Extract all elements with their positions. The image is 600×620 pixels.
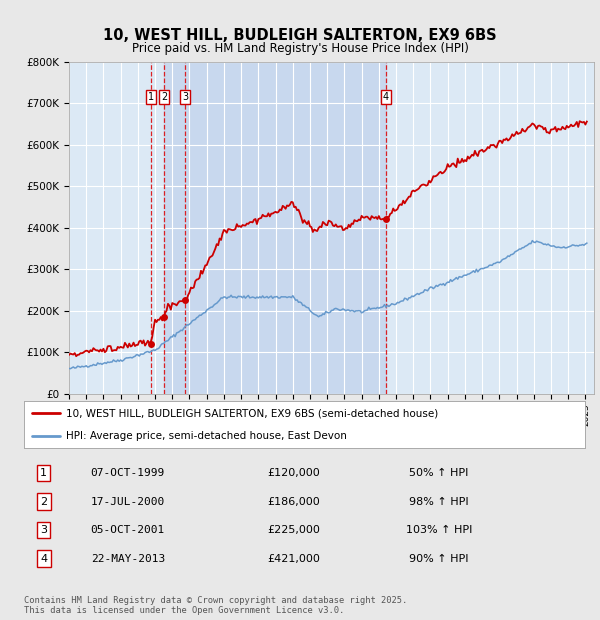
Text: 17-JUL-2000: 17-JUL-2000 (91, 497, 165, 507)
Text: 4: 4 (40, 554, 47, 564)
Text: 2: 2 (40, 497, 47, 507)
Text: HPI: Average price, semi-detached house, East Devon: HPI: Average price, semi-detached house,… (66, 430, 347, 441)
Text: 103% ↑ HPI: 103% ↑ HPI (406, 525, 472, 535)
Text: 3: 3 (182, 92, 188, 102)
Text: 10, WEST HILL, BUDLEIGH SALTERTON, EX9 6BS (semi-detached house): 10, WEST HILL, BUDLEIGH SALTERTON, EX9 6… (66, 408, 439, 419)
Text: 10, WEST HILL, BUDLEIGH SALTERTON, EX9 6BS: 10, WEST HILL, BUDLEIGH SALTERTON, EX9 6… (103, 28, 497, 43)
Text: 4: 4 (382, 92, 389, 102)
Text: £186,000: £186,000 (267, 497, 320, 507)
Text: £120,000: £120,000 (267, 468, 320, 478)
Text: 90% ↑ HPI: 90% ↑ HPI (409, 554, 469, 564)
Text: 1: 1 (148, 92, 154, 102)
Text: 3: 3 (40, 525, 47, 535)
Text: Contains HM Land Registry data © Crown copyright and database right 2025.
This d: Contains HM Land Registry data © Crown c… (24, 596, 407, 615)
Text: £225,000: £225,000 (267, 525, 320, 535)
Text: 07-OCT-1999: 07-OCT-1999 (91, 468, 165, 478)
Text: 1: 1 (40, 468, 47, 478)
Text: £421,000: £421,000 (267, 554, 320, 564)
Bar (164, 62, 386, 394)
Text: 50% ↑ HPI: 50% ↑ HPI (409, 468, 469, 478)
Text: 05-OCT-2001: 05-OCT-2001 (91, 525, 165, 535)
Text: Price paid vs. HM Land Registry's House Price Index (HPI): Price paid vs. HM Land Registry's House … (131, 42, 469, 55)
Text: 98% ↑ HPI: 98% ↑ HPI (409, 497, 469, 507)
Text: 22-MAY-2013: 22-MAY-2013 (91, 554, 165, 564)
Text: 2: 2 (161, 92, 167, 102)
